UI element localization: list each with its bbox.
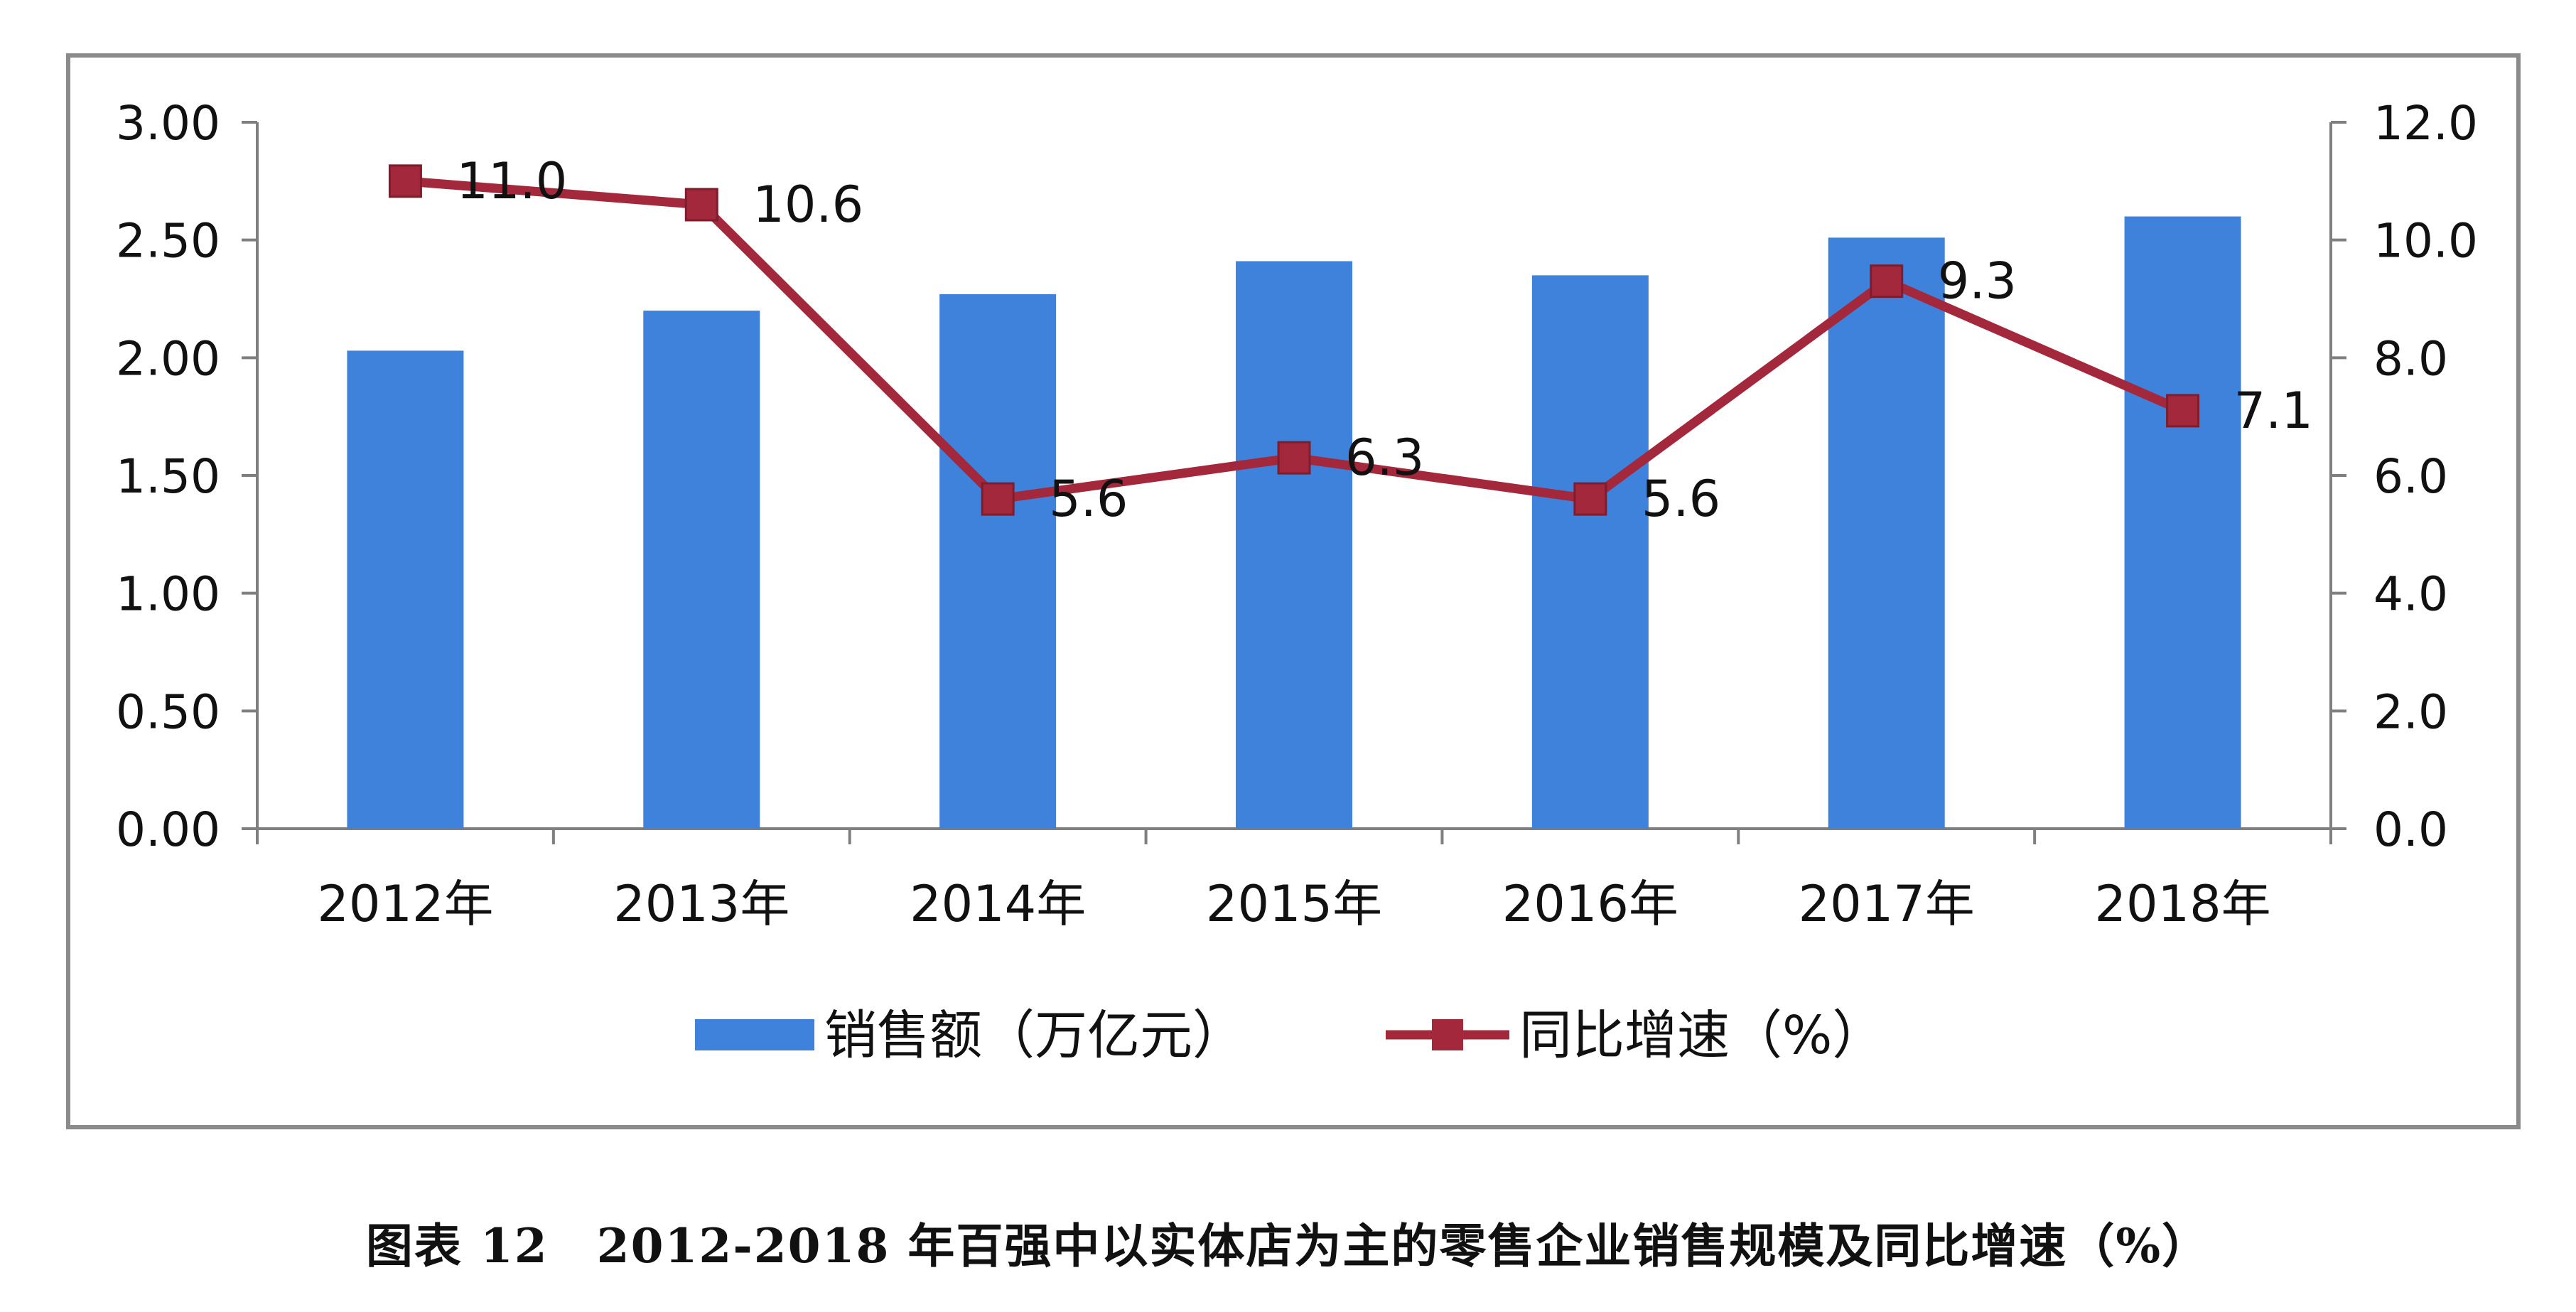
growth-data-label: 5.6 <box>1049 470 1128 528</box>
right-tick-label: 12.0 <box>2373 96 2478 151</box>
growth-point-2017年 <box>1870 264 1904 299</box>
legend-line-label: 同比增速（%） <box>1519 1005 1885 1066</box>
bar-series <box>347 216 2241 829</box>
bar-2012年 <box>347 350 464 829</box>
right-tick-label: 0.0 <box>2373 802 2448 857</box>
growth-data-label: 10.6 <box>753 176 863 234</box>
right-tick-label: 10.0 <box>2373 214 2478 269</box>
growth-point-2018年 <box>2166 394 2200 428</box>
growth-point-2013年 <box>684 188 718 222</box>
bar-2018年 <box>2124 216 2241 829</box>
x-tick-label: 2017年 <box>1799 875 1975 933</box>
bar-2017年 <box>1828 237 1945 829</box>
x-axis: 2012年 2013年 2014年 2015年 2016年 2017年 2018年 <box>256 827 2332 933</box>
growth-point-2014年 <box>981 482 1015 516</box>
growth-point-2012年 <box>388 164 422 198</box>
legend: 销售额（万亿元） 同比增速（%） <box>695 1005 1885 1066</box>
growth-point-2015年 <box>1277 441 1311 475</box>
left-tick-label: 0.00 <box>116 802 220 857</box>
growth-point-2016年 <box>1573 482 1607 516</box>
x-tick-label: 2018年 <box>2094 875 2270 933</box>
right-axis: 0.0 2.0 4.0 6.0 8.0 10.0 12.0 <box>2329 96 2478 857</box>
bar-2013年 <box>643 311 760 829</box>
bar-2015年 <box>1236 261 1352 829</box>
right-tick-label: 6.0 <box>2373 449 2448 504</box>
left-tick-label: 3.00 <box>116 96 220 151</box>
x-tick-label: 2013年 <box>613 875 789 933</box>
legend-bar-swatch <box>695 1019 814 1050</box>
x-tick-label: 2014年 <box>910 875 1086 933</box>
growth-data-label: 6.3 <box>1345 429 1424 487</box>
left-tick-label: 1.50 <box>116 449 220 504</box>
line-series: 11.0 10.6 5.6 6.3 5.6 9.3 7.1 <box>388 152 2313 528</box>
figure-caption: 图表 12 2012-2018 年百强中以实体店为主的零售企业销售规模及同比增速… <box>365 1218 2211 1274</box>
left-tick-label: 0.50 <box>116 684 220 739</box>
x-tick-label: 2016年 <box>1502 875 1678 933</box>
growth-data-label: 5.6 <box>1642 470 1720 528</box>
right-tick-label: 4.0 <box>2373 567 2448 622</box>
growth-data-label: 11.0 <box>456 152 567 210</box>
left-tick-label: 1.00 <box>116 567 220 622</box>
left-axis: 0.00 0.50 1.00 1.50 2.00 2.50 3.00 <box>116 96 259 857</box>
legend-bar-label: 销售额（万亿元） <box>824 1005 1245 1066</box>
bar-2016年 <box>1531 275 1649 829</box>
left-tick-label: 2.50 <box>116 214 220 269</box>
growth-data-label: 9.3 <box>1938 252 2017 311</box>
growth-data-label: 7.1 <box>2234 382 2313 440</box>
x-tick-label: 2015年 <box>1206 875 1382 933</box>
right-tick-label: 8.0 <box>2373 331 2448 386</box>
right-tick-label: 2.0 <box>2373 684 2448 739</box>
bar-2014年 <box>939 294 1057 829</box>
left-tick-label: 2.00 <box>116 331 220 386</box>
x-tick-label: 2012年 <box>317 875 493 933</box>
legend-line-marker <box>1432 1019 1463 1050</box>
